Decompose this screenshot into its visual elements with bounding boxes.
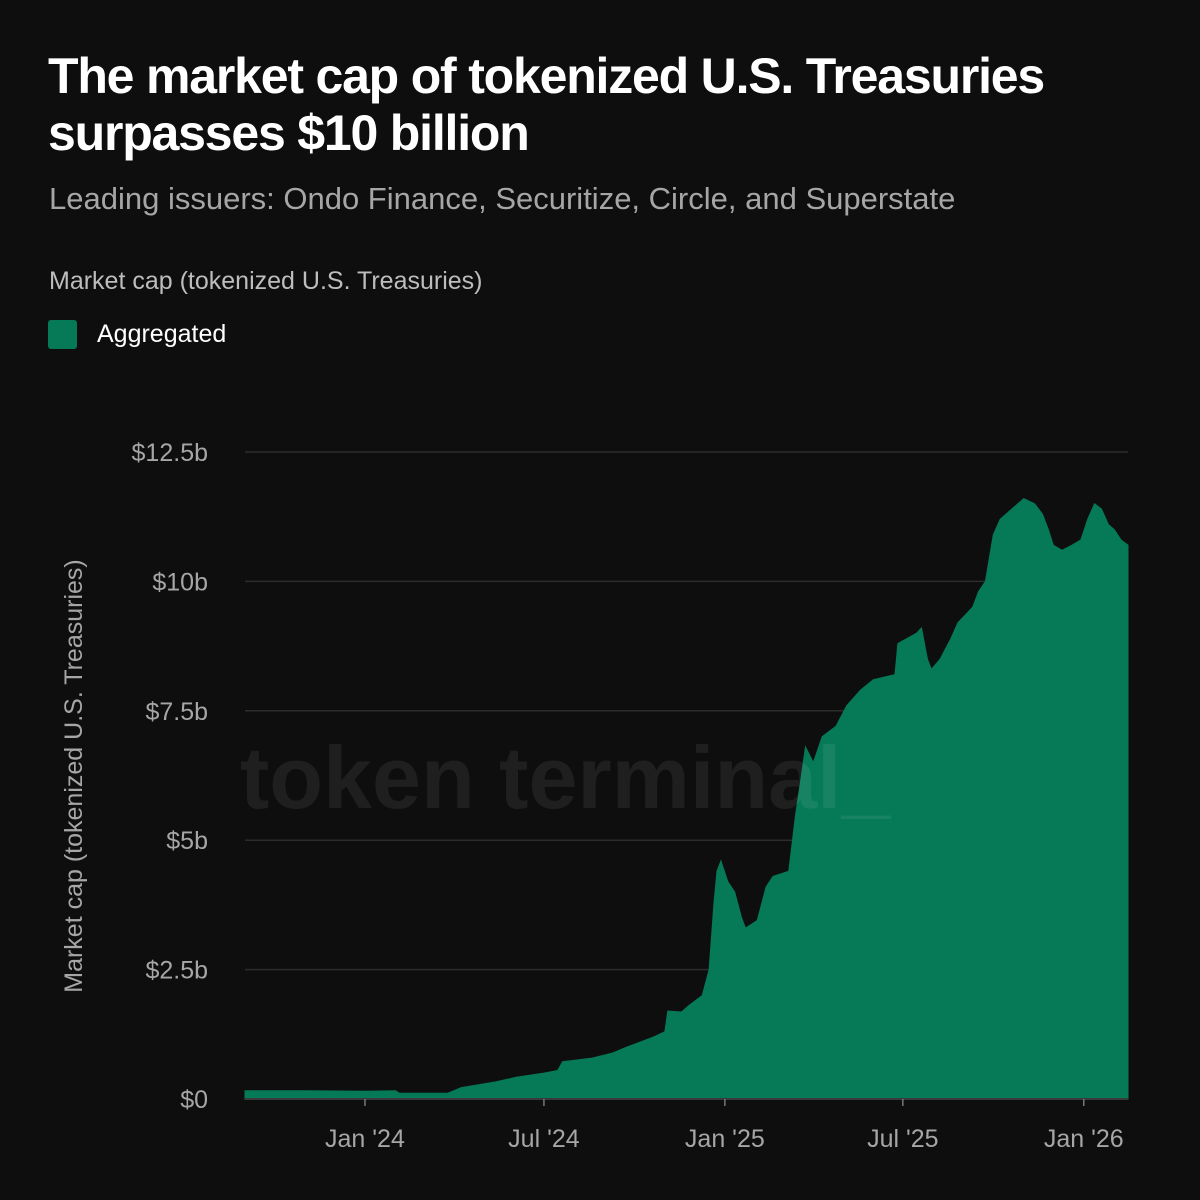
x-tick-label: Jan '24 [325, 1125, 405, 1153]
x-tick-label: Jul '24 [508, 1125, 580, 1153]
legend-swatch [48, 320, 77, 349]
y-axis-label: Market cap (tokenized U.S. Treasuries) [60, 559, 88, 993]
y-tick-label: $2.5b [145, 957, 208, 985]
y-tick-label: $0 [180, 1086, 208, 1114]
y-tick-label: $7.5b [145, 698, 208, 726]
watermark: token terminal_ [240, 728, 891, 827]
axes: $0 $2.5b $5b $7.5b $10b $12.5b Jan '24 Jul '24 J… [60, 439, 1128, 1153]
x-tick-label: Jan '26 [1044, 1125, 1124, 1153]
chart-metric-label: Market cap (tokenized U.S. Treasuries) [49, 267, 483, 295]
y-tick-label: $5b [166, 827, 208, 855]
y-tick-label: $10b [152, 568, 208, 596]
legend: Aggregated [48, 320, 226, 349]
x-tick-label: Jan '25 [685, 1125, 765, 1153]
chart-subtitle: Leading issuers: Ondo Finance, Securitiz… [49, 181, 956, 216]
y-tick-label: $12.5b [132, 439, 208, 467]
series-layer [244, 497, 1129, 1100]
chart-title: The market cap of tokenized U.S. Treasur… [48, 48, 1045, 161]
legend-label: Aggregated [97, 320, 227, 348]
x-tick-label: Jul '25 [867, 1125, 938, 1153]
series-area-aggregated [244, 497, 1129, 1100]
watermark-text: token terminal_ [240, 728, 891, 827]
